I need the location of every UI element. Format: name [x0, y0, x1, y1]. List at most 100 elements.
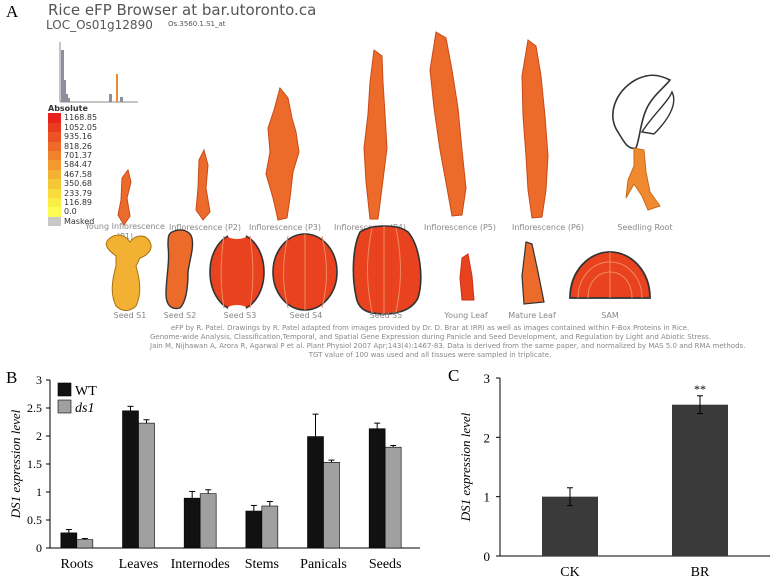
- bar-wt: [60, 532, 78, 549]
- label-seed-s2: Seed S2: [163, 311, 197, 320]
- y-tick-label: 2: [36, 429, 42, 443]
- tissue-inflorescence-p3: [265, 86, 300, 221]
- legend-swatch: [48, 216, 61, 227]
- chart-c: 0 1 2 3 DS1 expression level CK BR **: [458, 371, 770, 580]
- y-tick-label: 3: [484, 371, 491, 386]
- efp-locus: LOC_Os01g12890: [46, 18, 153, 32]
- legend-swatch: [48, 179, 61, 189]
- label-seedling-root: Seedling Root: [617, 223, 673, 232]
- y-tick-label: 1: [484, 490, 491, 505]
- legend-entry: 0.0: [48, 207, 118, 217]
- color-legend: Absolute 1168.85 1052.05 935.16 818.26 701.3…: [48, 104, 118, 227]
- legend-value: 467.58: [64, 169, 92, 179]
- bar-wt: [368, 428, 386, 549]
- legend-swatch: [48, 132, 61, 142]
- legend-swatch: [48, 169, 61, 180]
- tissue-seed-s5: [352, 225, 422, 315]
- caption-line: TGT value of 100 was used and all tissue…: [308, 351, 552, 359]
- y-tick-label: 0: [484, 549, 491, 564]
- bar-ds1: [384, 446, 402, 549]
- chart-b: 0 0.5 1 1.5 2 2.5 3 DS1 expression level Roots Le…: [8, 373, 420, 572]
- x-tick-label: BR: [691, 565, 710, 580]
- label-young-leaf: Young Leaf: [444, 311, 488, 320]
- bar-ds1: [138, 422, 155, 549]
- legend-label: ds1: [75, 401, 94, 416]
- label-seed-s5: Seed S5: [369, 311, 403, 320]
- tissue-inflorescence-p6: [521, 39, 549, 219]
- tissue-mature-leaf: [521, 241, 545, 305]
- legend-value: Masked: [64, 216, 95, 226]
- y-tick-label: 2.5: [27, 401, 42, 415]
- legend-value: 116.89: [64, 197, 92, 207]
- legend-title: Absolute: [48, 104, 88, 113]
- legend-value: 350.68: [64, 179, 92, 189]
- legend-value: 701.37: [64, 150, 92, 160]
- x-tick-label: Roots: [60, 557, 93, 572]
- legend-swatch: [48, 141, 61, 151]
- legend-swatch: [48, 207, 61, 217]
- bar-ds1: [199, 493, 217, 549]
- bar-br: [672, 404, 728, 556]
- tissue-inflorescence-p5: [429, 31, 467, 217]
- legend-entry: 350.68: [48, 179, 118, 189]
- tissue-young-leaf: [459, 253, 475, 301]
- legend-entry: Masked: [48, 216, 118, 227]
- caption-line: Genome-wide Analysis, Classification,Tem…: [150, 333, 711, 341]
- legend-entry: 1168.85: [48, 113, 118, 123]
- legend-value: 0.0: [64, 207, 77, 217]
- efp-caption: eFP by R. Patel. Drawings by R. Patel ad…: [150, 324, 746, 360]
- legend-entry: 1052.05: [48, 122, 118, 133]
- bar-ds1: [76, 539, 94, 549]
- label-p2: Inflorescence (P2): [169, 223, 241, 232]
- tissue-inflorescence-p2: [195, 148, 211, 221]
- tissue-inflorescence-p4: [363, 49, 388, 220]
- caption-line: Jain M, Nijhawan A, Arora R, Agarwal P e…: [150, 342, 746, 350]
- bar-ds1: [323, 462, 340, 549]
- bar-wt: [183, 497, 201, 549]
- y-axis-label: DS1 expression level: [8, 409, 23, 519]
- legend-value: 935.16: [64, 132, 92, 142]
- legend-entry: 584.47: [48, 160, 118, 170]
- legend-entry: 116.89: [48, 197, 118, 208]
- bar-wt: [245, 510, 263, 549]
- legend-entry: 233.79: [48, 188, 118, 198]
- legend-swatch: [48, 122, 61, 133]
- tissue-drawings-row1: [117, 31, 675, 226]
- label-p6: Inflorescence (P6): [512, 223, 584, 232]
- legend-entry: 701.37: [48, 150, 118, 161]
- x-tick-label: Panicals: [300, 557, 347, 572]
- legend-swatch: [48, 160, 61, 170]
- panel-label-b: B: [6, 368, 18, 387]
- y-tick-label: 2: [484, 430, 491, 445]
- expression-histogram: [59, 42, 138, 103]
- bar-wt: [122, 410, 139, 549]
- label-sam: SAM: [601, 311, 619, 320]
- y-tick-label: 0: [36, 541, 42, 555]
- label-p3: Inflorescence (P3): [249, 223, 321, 232]
- legend-entry: 935.16: [48, 132, 118, 142]
- y-tick-label: 1.5: [27, 457, 42, 471]
- tissue-seed-s1: [105, 234, 152, 311]
- x-tick-label: CK: [560, 565, 579, 580]
- bar-ck: [542, 496, 598, 556]
- tissue-seedling-root: [612, 74, 675, 211]
- label-seed-s3: Seed S3: [223, 311, 257, 320]
- x-tick-label: Seeds: [369, 557, 402, 572]
- tissue-young-inflorescence-p1: [117, 168, 132, 226]
- tissue-drawings-row2: [105, 225, 651, 315]
- y-axis-label: DS1 expression level: [458, 412, 473, 522]
- legend-label: WT: [75, 384, 97, 399]
- legend-swatch: [48, 113, 61, 123]
- legend-swatch: [48, 150, 61, 161]
- legend-swatch: [57, 399, 72, 414]
- legend-value: 1052.05: [64, 122, 98, 132]
- legend-value: 233.79: [64, 188, 92, 198]
- x-tick-label: Leaves: [119, 557, 159, 572]
- caption-line: eFP by R. Patel. Drawings by R. Patel ad…: [170, 324, 690, 332]
- panel-label-c: C: [448, 366, 460, 385]
- y-tick-label: 3: [36, 373, 42, 387]
- tissue-seed-s4: [272, 233, 338, 311]
- legend-value: 584.47: [64, 160, 92, 170]
- efp-title: Rice eFP Browser at bar.utoronto.ca: [48, 1, 317, 19]
- significance-label: **: [694, 382, 706, 396]
